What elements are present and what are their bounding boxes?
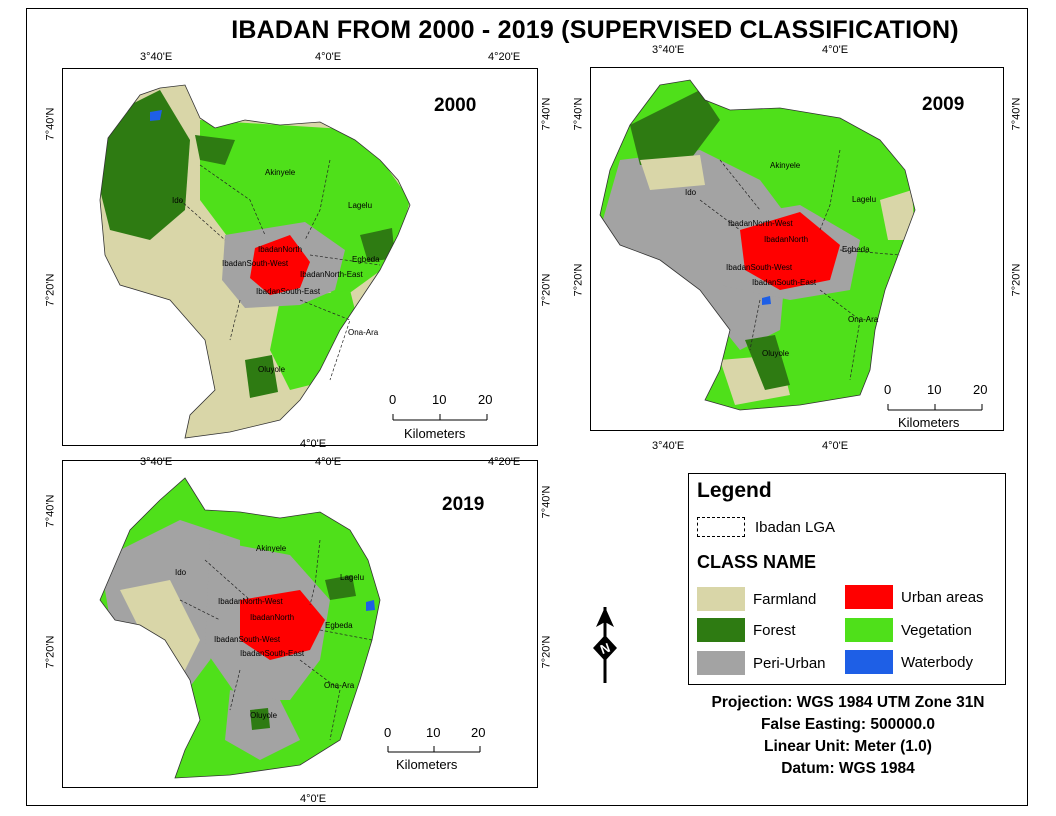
swatch-urban-areas (845, 585, 893, 609)
map-2019-scale-unit: Kilometers (396, 757, 458, 772)
map-2009-top-tick-1: 3°40'E (652, 44, 685, 56)
north-arrow-icon: N (593, 607, 617, 683)
map-2009-label-lagelu: Lagelu (852, 195, 876, 204)
map-2000-label-ibadan-north-east: IbadanNorth-East (300, 270, 363, 279)
map-2009-scale-unit: Kilometers (898, 415, 960, 430)
map-2019-label-ibadan-south-east: IbadanSouth-East (240, 649, 305, 658)
map-2009-label-oluyole: Oluyole (762, 349, 790, 358)
label-vegetation: Vegetation (901, 622, 972, 639)
map-2009-bottom-tick-2: 4°0'E (822, 440, 849, 452)
map-2009-label-ona-ara: Ona-Ara (848, 315, 879, 324)
map-2000-label-ona-ara: Ona-Ara (348, 328, 379, 337)
map-2019-top-tick-1: 3°40'E (140, 456, 173, 468)
label-urban-areas: Urban areas (901, 589, 984, 606)
projection-info: Projection: WGS 1984 UTM Zone 31N False … (668, 692, 1028, 780)
map-2009-label-egbeda: Egbeda (842, 245, 870, 254)
label-peri-urban: Peri-Urban (753, 655, 826, 672)
lga-boundary-label: Ibadan LGA (755, 519, 836, 536)
map-2000-label-ibadan-north: IbadanNorth (258, 245, 302, 254)
map-2019-label-oluyole: Oluyole (250, 711, 278, 720)
swatch-forest (697, 618, 745, 642)
datum-line: Datum: WGS 1984 (781, 760, 915, 777)
map-2000-year: 2000 (434, 95, 477, 116)
map-2000-top-tick-3: 4°20'E (488, 51, 521, 63)
map-2009-label-ibadan-south-west: IbadanSouth-West (726, 263, 793, 272)
linear-unit-line: Linear Unit: Meter (1.0) (764, 738, 932, 755)
map-2000-label-oluyole: Oluyole (258, 365, 286, 374)
label-farmland: Farmland (753, 591, 817, 608)
map-2000-scale-20: 20 (478, 392, 492, 407)
map-2000-scale-10: 10 (432, 392, 446, 407)
map-2019-scale-10: 10 (426, 725, 440, 740)
legend-title: Legend (697, 479, 772, 502)
map-2000-label-lagelu: Lagelu (348, 201, 372, 210)
map-2009-label-ibadan-south-east: IbadanSouth-East (752, 278, 817, 287)
map-2009-label-akinyele: Akinyele (770, 161, 801, 170)
swatch-waterbody (845, 650, 893, 674)
page-title: IBADAN FROM 2000 - 2019 (SUPERVISED CLAS… (231, 16, 959, 44)
map-2009-scale-20: 20 (973, 382, 987, 397)
false-easting-line: False Easting: 500000.0 (760, 716, 936, 733)
swatch-vegetation (845, 618, 893, 642)
map-2009-label-ibadan-north: IbadanNorth (764, 235, 808, 244)
map-layout-border (26, 8, 1028, 806)
map-2000-label-ibadan-south-east: IbadanSouth-East (256, 287, 321, 296)
swatch-peri-urban (697, 651, 745, 675)
map-2009-label-ido: Ido (685, 188, 697, 197)
map-2000-label-ido: Ido (172, 196, 184, 205)
map-2019-scale-20: 20 (471, 725, 485, 740)
projection-line: Projection: WGS 1984 UTM Zone 31N (711, 694, 985, 711)
map-2019-label-ibadan-north: IbadanNorth (250, 613, 294, 622)
map-2019-scale-0: 0 (384, 725, 391, 740)
map-2000-top-tick-1: 3°40'E (140, 51, 173, 63)
map-2019-top-tick-2: 4°0'E (315, 456, 342, 468)
map-2000-bottom-tick-1: 4°0'E (300, 438, 327, 450)
map-2000-scale-unit: Kilometers (404, 426, 466, 441)
map-2000-label-ibadan-south-west: IbadanSouth-West (222, 259, 289, 268)
map-2000-label-akinyele: Akinyele (265, 168, 296, 177)
map-2000-scale-bar: 0 10 20 Kilometers (389, 392, 492, 441)
map-2019-top-tick-3: 4°20'E (488, 456, 521, 468)
map-2019-scale-bar: 0 10 20 Kilometers (384, 725, 485, 772)
map-2019-label-akinyele: Akinyele (256, 544, 287, 553)
map-2019-label-ibadan-north-west: IbadanNorth-West (218, 597, 284, 606)
map-2019-label-egbeda: Egbeda (325, 621, 353, 630)
label-waterbody: Waterbody (901, 654, 973, 671)
lga-boundary-swatch (697, 517, 745, 537)
map-2019-label-ona-ara: Ona-Ara (324, 681, 355, 690)
map-2009-top-tick-2: 4°0'E (822, 44, 849, 56)
map-2019-label-ibadan-south-west: IbadanSouth-West (214, 635, 281, 644)
map-2009-label-ibadan-north-west: IbadanNorth-West (728, 219, 794, 228)
map-2019-bottom-tick-1: 4°0'E (300, 793, 327, 805)
map-2000-scale-0: 0 (389, 392, 396, 407)
map-2019-year: 2019 (442, 494, 485, 515)
class-name-title: CLASS NAME (697, 552, 817, 572)
map-2019-label-lagelu: Lagelu (340, 573, 364, 582)
swatch-farmland (697, 587, 745, 611)
map-2009-scale-bar: 0 10 20 Kilometers (884, 382, 987, 430)
label-forest: Forest (753, 622, 796, 639)
map-2019-label-ido: Ido (175, 568, 187, 577)
legend-box: Legend Ibadan LGA CLASS NAME Farmland Fo… (688, 473, 1006, 685)
map-2009-scale-10: 10 (927, 382, 941, 397)
map-2000-top-tick-2: 4°0'E (315, 51, 342, 63)
map-2009-year: 2009 (922, 94, 965, 115)
map-2000-label-egbeda: Egbeda (352, 255, 380, 264)
map-2009-bottom-tick-1: 3°40'E (652, 440, 685, 452)
map-2009-scale-0: 0 (884, 382, 891, 397)
